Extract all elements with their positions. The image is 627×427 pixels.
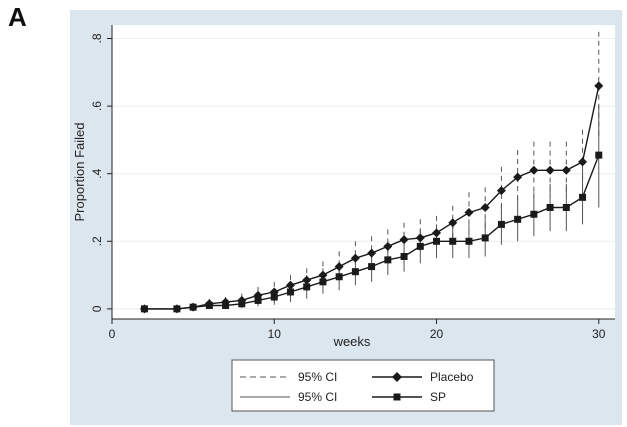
point-sp xyxy=(416,242,424,250)
y-axis-ticks: 0 .2 .4 .6 .8 xyxy=(90,33,112,312)
point-placebo xyxy=(513,172,523,182)
point-placebo xyxy=(480,202,490,212)
point-placebo xyxy=(545,165,555,175)
x-tick-label: 20 xyxy=(430,327,444,341)
legend-marker-square xyxy=(393,393,401,401)
axes xyxy=(111,25,615,320)
point-placebo xyxy=(561,165,571,175)
point-sp xyxy=(433,237,441,245)
legend: 95% CI Placebo 95% CI SP xyxy=(231,359,495,412)
point-sp xyxy=(254,296,262,304)
point-sp xyxy=(449,237,457,245)
point-sp xyxy=(384,256,392,264)
point-sp xyxy=(238,300,246,308)
y-tick-label: .2 xyxy=(90,236,104,246)
point-placebo xyxy=(448,218,458,228)
legend-label-sp: SP xyxy=(430,390,446,404)
point-sp xyxy=(481,234,489,242)
point-placebo xyxy=(350,253,360,263)
x-tick-label: 30 xyxy=(592,327,606,341)
legend-label-ci-solid: 95% CI xyxy=(298,390,337,404)
point-sp xyxy=(497,220,505,228)
point-sp xyxy=(514,215,522,223)
point-placebo xyxy=(594,81,604,91)
point-placebo xyxy=(432,228,442,238)
legend-label-placebo: Placebo xyxy=(430,370,474,384)
point-placebo xyxy=(383,241,393,251)
x-tick-label: 10 xyxy=(268,327,282,341)
point-sp xyxy=(530,210,538,218)
point-sp xyxy=(579,193,587,201)
plot-area xyxy=(112,25,615,319)
point-sp xyxy=(303,283,311,291)
point-placebo xyxy=(334,262,344,272)
y-axis-title: Proportion Failed xyxy=(72,123,87,222)
point-sp xyxy=(205,301,213,309)
point-sp xyxy=(140,305,148,313)
point-placebo xyxy=(415,233,425,243)
point-sp xyxy=(286,288,294,296)
point-sp xyxy=(595,151,603,159)
point-placebo xyxy=(302,275,312,285)
point-placebo xyxy=(399,235,409,245)
gridlines xyxy=(112,38,615,310)
point-sp xyxy=(173,305,181,313)
point-sp xyxy=(189,303,197,311)
point-sp xyxy=(546,203,554,211)
series-line-sp xyxy=(144,154,600,310)
point-sp xyxy=(562,203,570,211)
legend-box xyxy=(231,359,495,412)
point-placebo xyxy=(367,248,377,258)
point-sp xyxy=(222,301,230,309)
x-tick-label: 0 xyxy=(109,327,116,341)
point-sp xyxy=(270,293,278,301)
legend-marker-diamond xyxy=(392,372,402,382)
series-line-placebo xyxy=(144,85,600,310)
y-tick-label: .4 xyxy=(90,168,104,178)
legend-label-ci-dashed: 95% CI xyxy=(298,370,337,384)
point-sp xyxy=(319,278,327,286)
y-tick-label: .6 xyxy=(90,101,104,111)
point-placebo xyxy=(529,165,539,175)
panel-label: A xyxy=(8,2,27,32)
series-lines xyxy=(144,85,600,310)
point-placebo xyxy=(318,270,328,280)
point-sp xyxy=(368,263,376,271)
point-sp xyxy=(465,237,473,245)
point-placebo xyxy=(496,186,506,196)
series-markers xyxy=(139,81,604,314)
x-axis-title: weeks xyxy=(333,334,371,349)
point-placebo xyxy=(578,157,588,167)
y-tick-label: 0 xyxy=(90,305,104,312)
y-tick-label: .8 xyxy=(90,33,104,43)
point-sp xyxy=(335,273,343,281)
point-sp xyxy=(400,252,408,260)
point-placebo xyxy=(285,280,295,290)
point-sp xyxy=(351,268,359,276)
x-axis-ticks: 0 10 20 30 xyxy=(109,319,606,341)
point-placebo xyxy=(464,208,474,218)
